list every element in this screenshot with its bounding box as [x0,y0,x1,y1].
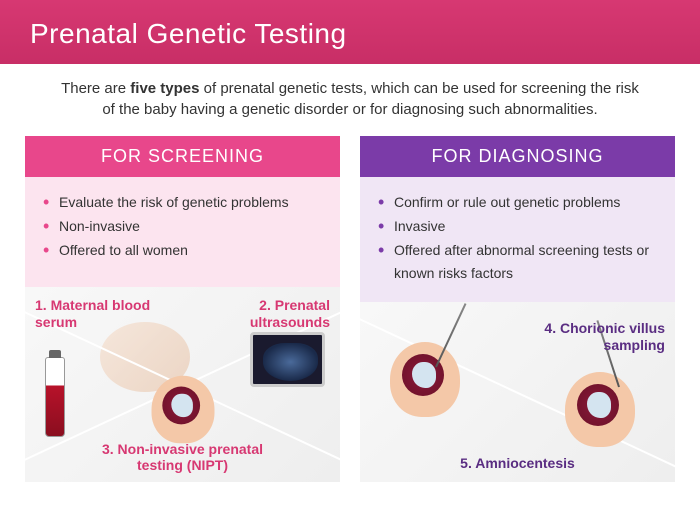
screening-bullets: Evaluate the risk of genetic problems No… [25,177,340,287]
item-label-4: 4. Chorionic villus sampling [535,320,665,354]
diagnosing-header: FOR DIAGNOSING [360,136,675,177]
diagnosing-bullets: Confirm or rule out genetic problems Inv… [360,177,675,302]
screening-header: FOR SCREENING [25,136,340,177]
womb-icon [151,376,214,444]
blood-vial-icon [45,357,65,437]
diagnosing-illustrations: 4. Chorionic villus sampling 5. Amniocen… [360,302,675,482]
diagnosing-column: FOR DIAGNOSING Confirm or rule out genet… [360,136,675,482]
columns: FOR SCREENING Evaluate the risk of genet… [0,136,700,482]
page-title: Prenatal Genetic Testing [30,18,670,50]
item-label-1: 1. Maternal blood serum [35,297,155,331]
bullet-item: Non-invasive [43,215,322,239]
intro-pre: There are [61,80,130,97]
item-label-5: 5. Amniocentesis [438,455,598,472]
item-label-3: 3. Non-invasive prenatal testing (NIPT) [83,441,283,475]
bullet-item: Evaluate the risk of genetic problems [43,191,322,215]
title-banner: Prenatal Genetic Testing [0,0,700,64]
screening-illustrations: 1. Maternal blood serum 2. Prenatal ultr… [25,287,340,482]
womb-cvs-icon [390,342,460,417]
item-label-2: 2. Prenatal ultrasounds [220,297,330,331]
ultrasound-screen-icon [250,332,325,387]
womb-amnio-icon [565,372,635,447]
bullet-item: Offered after abnormal screening tests o… [378,239,657,287]
infographic: Prenatal Genetic Testing There are five … [0,0,700,513]
bullet-item: Invasive [378,215,657,239]
screening-column: FOR SCREENING Evaluate the risk of genet… [25,136,340,482]
bullet-item: Confirm or rule out genetic problems [378,191,657,215]
intro-bold: five types [130,80,199,97]
bullet-item: Offered to all women [43,239,322,263]
intro-text: There are five types of prenatal genetic… [0,64,700,136]
